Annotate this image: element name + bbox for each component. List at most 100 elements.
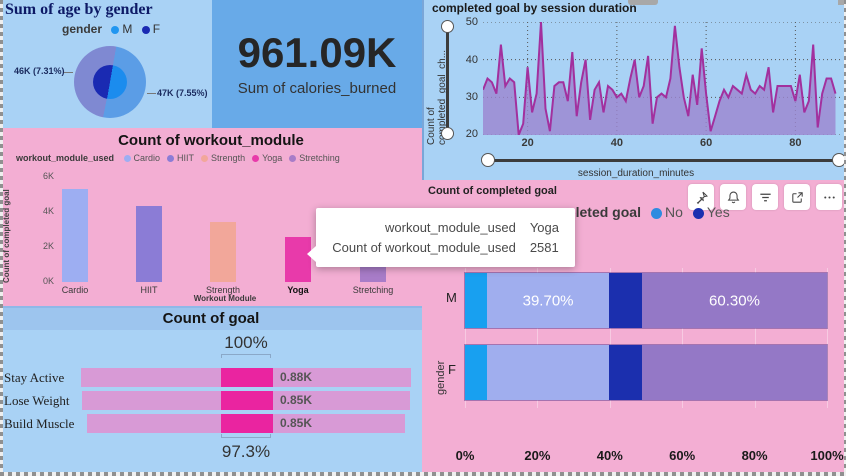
tooltip-value: Yoga [529, 220, 559, 235]
donut-legend-title: gender [62, 22, 103, 36]
stacked-segment-f-3[interactable] [642, 345, 827, 400]
workout-legend-dot [201, 155, 209, 163]
visual-toolbar [688, 184, 842, 210]
y-range-slider-track[interactable] [446, 26, 449, 134]
bar-yoga[interactable] [285, 237, 311, 282]
filter-icon [758, 190, 773, 205]
workout-y-tick: 4K [42, 206, 54, 216]
funnel-label: Lose Weight [4, 393, 70, 408]
funnel-label: Stay Active [4, 370, 65, 385]
legend-item-f[interactable]: F [136, 22, 160, 36]
workout-y-tick: 2K [42, 241, 54, 251]
session-x-tick: 60 [700, 137, 713, 149]
pin-button[interactable] [688, 184, 714, 210]
popout-button[interactable] [784, 184, 810, 210]
selection-border-left [0, 0, 3, 476]
workout-category-label: Strength [205, 285, 241, 295]
panel-age-by-gender: Sum of age by gender gender M F 46K (7.3… [0, 0, 212, 128]
stacked-gridline [537, 268, 539, 408]
stacked-legend-item-yes[interactable]: Yes [692, 204, 730, 220]
stacked-segment-m-0[interactable] [465, 273, 488, 328]
workout-title: Count of workout_module [118, 132, 304, 149]
stacked-legend-label-no: No [664, 204, 683, 220]
stacked-bar-m[interactable]: 39.70% 60.30% [464, 272, 828, 329]
stacked-bar-label: 39.70% [522, 292, 574, 309]
y-range-slider-handle-bottom[interactable] [441, 127, 454, 140]
pin-icon [694, 190, 709, 205]
workout-y-tick: 6K [42, 171, 54, 181]
panel-calories-card: 961.09K Sum of calories_burned [212, 0, 422, 128]
selection-border-right [844, 0, 846, 476]
selection-handle-corner[interactable] [838, 0, 846, 5]
funnel-bar-value: 0.85K [280, 393, 313, 407]
workout-legend-label: Yoga [262, 153, 283, 163]
stacked-segment-f-2[interactable] [609, 345, 642, 400]
workout-legend-label: Strength [211, 153, 246, 163]
stacked-x-tick: 80% [741, 448, 768, 463]
stacked-gridline [827, 268, 828, 408]
workout-y-tick: 0K [42, 276, 54, 286]
stacked-legend-dot-no [650, 207, 662, 219]
bar-hiit[interactable] [136, 206, 162, 282]
workout-legend-dot [167, 155, 175, 163]
stacked-segment-m-3[interactable]: 60.30% [642, 273, 827, 328]
funnel-title: Count of goal [0, 308, 422, 330]
y-range-slider-handle-top[interactable] [441, 20, 454, 33]
stacked-segment-m-2[interactable] [609, 273, 642, 328]
x-range-slider-track[interactable] [488, 159, 840, 162]
stacked-x-tick: 60% [669, 448, 696, 463]
legend-label-f: F [152, 22, 161, 36]
bar-cardio[interactable] [62, 189, 88, 282]
legend-label-m: M [122, 22, 133, 36]
funnel-top-percent: 100% [224, 333, 268, 352]
card-label: Sum of calories_burned [237, 79, 397, 97]
workout-legend-dot [123, 155, 131, 163]
workout-legend-label: Stretching [299, 153, 340, 163]
workout-legend-item-strength[interactable]: Strength [194, 153, 245, 163]
session-y-tick: 50 [465, 16, 478, 28]
panel-session-line: completed goal by session duration Count… [422, 0, 846, 180]
session-y-tick: 40 [465, 54, 478, 66]
selection-border-bottom [0, 472, 846, 476]
workout-legend-dot [289, 155, 297, 163]
legend-item-m[interactable]: M [105, 22, 132, 36]
stacked-segment-f-1[interactable] [487, 345, 610, 400]
panel-goal-funnel: Count of goal 100% Stay Active 0.88K Lose … [0, 308, 422, 476]
stacked-gridline [682, 268, 684, 408]
stacked-x-tick: 20% [524, 448, 551, 463]
bell-icon [726, 190, 741, 205]
stacked-legend-item-no[interactable]: No [650, 204, 683, 220]
legend-dot-m [111, 25, 120, 34]
age-gender-title: Sum of age by gender [5, 1, 153, 18]
legend-dot-f [141, 25, 150, 34]
stacked-segment-f-0[interactable] [465, 345, 488, 400]
selection-handle-top[interactable] [628, 0, 658, 5]
filter-button[interactable] [752, 184, 778, 210]
stacked-segment-m-1[interactable]: 39.70% [487, 273, 610, 328]
session-y-tick: 30 [465, 91, 478, 103]
bar-strength[interactable] [210, 222, 236, 282]
workout-legend-item-yoga[interactable]: Yoga [245, 153, 282, 163]
workout-legend-item-stretching[interactable]: Stretching [282, 153, 340, 163]
stacked-gridline [609, 268, 611, 408]
stacked-title: Count of completed goal [428, 185, 557, 197]
x-range-slider-handle-left[interactable] [481, 153, 495, 167]
funnel-bar-lose-weight[interactable]: 0.85K [82, 391, 410, 410]
bell-button[interactable] [720, 184, 746, 210]
workout-category-label: Stretching [352, 285, 394, 295]
donut-chart[interactable] [74, 46, 146, 118]
workout-legend-item-hiit[interactable]: HIIT [160, 153, 194, 163]
tooltip-label: workout_module_used [385, 220, 516, 235]
funnel-bar-stay-active[interactable]: 0.88K [81, 368, 411, 387]
funnel-bar-build-muscle[interactable]: 0.85K [87, 414, 405, 433]
workout-legend-dot [252, 155, 260, 163]
more-button[interactable] [816, 184, 842, 210]
stacked-x-tick: 0% [455, 448, 475, 463]
more-icon [822, 190, 837, 205]
workout-legend-item-cardio[interactable]: Cardio [117, 153, 161, 163]
session-y-tick: 20 [465, 128, 478, 140]
workout-legend-label: Cardio [133, 153, 161, 163]
session-x-tick: 20 [521, 137, 534, 149]
session-area-chart[interactable] [483, 22, 840, 135]
stacked-bar-f[interactable] [464, 344, 828, 401]
